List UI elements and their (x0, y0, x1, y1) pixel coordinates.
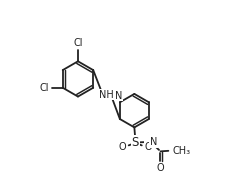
Text: N: N (150, 137, 157, 147)
Text: Cl: Cl (73, 38, 83, 48)
Text: N: N (115, 91, 122, 101)
Text: Cl: Cl (40, 83, 50, 93)
Text: O: O (145, 142, 152, 152)
Text: O: O (118, 142, 126, 152)
Text: O: O (156, 163, 164, 173)
Text: CH₃: CH₃ (173, 146, 191, 156)
Text: S: S (132, 136, 139, 149)
Text: NH: NH (99, 90, 114, 100)
